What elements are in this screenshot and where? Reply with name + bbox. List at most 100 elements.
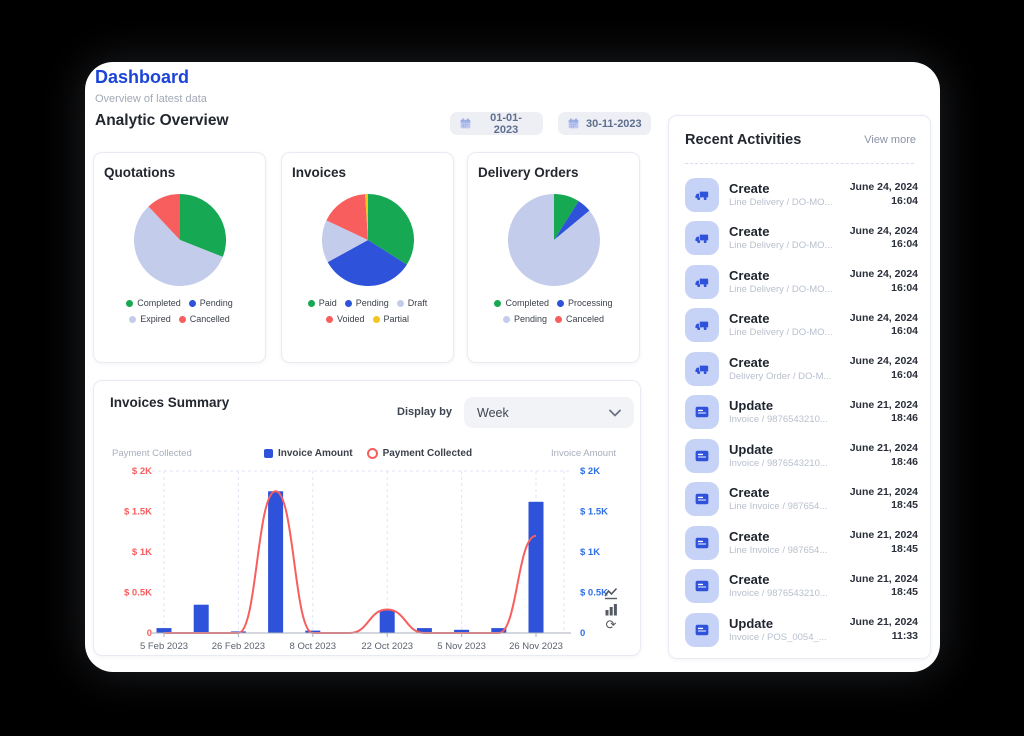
activity-timestamp: June 21, 2024 11:33 [849,616,918,642]
legend-dot [325,315,333,323]
legend-item-partial[interactable]: Partial [372,314,409,324]
activity-item[interactable]: Create Invoice / 9876543210... June 21, 20… [685,565,918,609]
activity-detail: Line Delivery / DO-MO... [729,240,833,252]
activity-action: Update [729,615,774,631]
activities-list: Create Line Delivery / DO-MO... June 24, 2… [685,173,918,652]
legend-dot [344,299,352,307]
invoices-pie-legend: Paid Pending Draft Voided Partial [292,298,443,324]
legend-item-pending[interactable]: Pending [188,298,233,308]
truck-icon-badge [685,177,719,212]
svg-text:$ 0.5K: $ 0.5K [124,588,152,599]
activity-item[interactable]: Update Invoice / 9876543210... June 21, 20… [685,391,918,435]
recent-activities-panel: Recent Activities View more Create Line D… [668,115,931,659]
svg-text:26 Feb 2023: 26 Feb 2023 [212,641,265,652]
activity-action: Create [729,485,770,501]
left-axis-name: Payment Collected [112,447,192,459]
activity-text: Create Line Invoice / 987654... [729,529,850,556]
activity-item[interactable]: Create Line Invoice / 987654... June 21, 2… [685,478,918,522]
svg-text:$ 0.5K: $ 0.5K [580,588,608,599]
svg-text:0: 0 [580,628,585,639]
calendar-icon [460,118,471,129]
activity-action: Update [729,398,774,414]
activity-item[interactable]: Create Line Delivery / DO-MO... June 24, 2… [685,173,918,217]
legend-dot [557,299,564,307]
activity-text: Create Line Delivery / DO-MO... [729,181,850,208]
activity-detail: Invoice / POS_0054_... [729,631,827,643]
activity-timestamp: June 21, 2024 18:45 [849,572,918,599]
legend-item-canceled[interactable]: Canceled [555,314,604,324]
legend-item-expired[interactable]: Expired [129,314,171,324]
legend-item-voided[interactable]: Voided [325,314,365,324]
right-axis-name: Invoice Amount [551,447,616,459]
legend-item-paid[interactable]: Paid [307,298,337,308]
analytic-overview-heading: Analytic Overview [95,112,229,129]
activity-text: Update Invoice / 9876543210... [729,398,850,426]
truck-icon [695,191,709,200]
truck-icon-badge [685,264,719,299]
date-from-picker[interactable]: 01-01-2023 [450,111,543,136]
bar-chart-toggle-icon[interactable] [604,603,618,616]
activity-item[interactable]: Update Invoice / 9876543210... June 21, 20… [685,434,918,478]
chevron-down-icon [609,409,621,416]
invoice-icon [695,407,709,418]
delivery-orders-pie-legend: Completed Processing Pending Canceled [478,298,629,324]
view-more-link[interactable]: View more [864,134,916,146]
activity-text: Update Invoice / 9876543210... [729,442,850,469]
svg-text:$ 1K: $ 1K [132,547,152,558]
legend-dot [494,299,502,307]
activity-detail: Invoice / 9876543210... [729,414,828,426]
activity-text: Create Line Delivery / DO-MO... [729,268,850,295]
calendar-icon [568,118,579,129]
invoices-summary-card: Invoices Summary Display by Week Payment… [93,380,641,656]
legend-dot [126,299,134,307]
summary-legend-payment-collected[interactable]: Payment Collected [366,447,472,459]
page-title: Dashboard [95,67,190,87]
date-to-value: 30-11-2023 [586,117,642,130]
legend-item-pending[interactable]: Pending [502,314,547,324]
invoice-icon [695,624,709,635]
delivery-orders-pie-chart [507,194,600,286]
activity-timestamp: June 21, 2024 18:46 [849,442,918,468]
activity-text: Update Invoice / POS_0054_... [729,615,850,643]
display-by-select[interactable]: Week [464,397,634,428]
legend-dot [555,315,562,323]
activity-action: Create [729,572,770,588]
svg-text:22 Oct 2023: 22 Oct 2023 [361,641,413,652]
activity-detail: Line Delivery / DO-MO... [729,283,833,295]
refresh-icon[interactable]: ⟳ [605,617,617,632]
activity-timestamp: June 24, 2024 16:04 [849,268,918,294]
legend-item-pending[interactable]: Pending [344,298,389,308]
invoice-icon-badge [685,525,719,560]
summary-legend-invoice-amount[interactable]: Invoice Amount [263,448,353,459]
date-from-value: 01-01-2023 [490,111,522,136]
delivery-orders-card: Delivery Orders Completed Processing Pendi… [467,152,640,363]
page-subtitle: Overview of latest data [95,93,207,105]
activity-detail: Line Delivery / DO-MO... [729,196,833,208]
invoice-icon [695,450,709,461]
line-chart-toggle-icon[interactable] [604,587,618,600]
legend-dot [396,299,404,307]
activity-item[interactable]: Create Line Delivery / DO-MO... June 24, 2… [685,260,918,304]
activity-item[interactable]: Create Line Delivery / DO-MO... June 24, 2… [685,217,918,261]
activity-item[interactable]: Create Delivery Order / DO-M... June 24, 2… [685,347,918,391]
activity-timestamp: June 24, 2024 16:04 [849,181,918,207]
legend-item-cancelled[interactable]: Cancelled [178,314,230,324]
svg-text:$ 2K: $ 2K [580,466,600,477]
activity-item[interactable]: Create Line Delivery / DO-MO... June 24, 2… [685,304,918,348]
activity-item[interactable]: Update Invoice / POS_0054_... June 21, 202… [685,608,918,652]
activity-action: Create [729,311,770,327]
legend-item-processing[interactable]: Processing [557,298,613,308]
legend-item-completed[interactable]: Completed [126,298,181,308]
date-to-picker[interactable]: 30-11-2023 [558,112,651,135]
svg-text:5 Feb 2023: 5 Feb 2023 [140,641,188,652]
activity-timestamp: June 24, 2024 16:04 [849,224,918,251]
legend-item-completed[interactable]: Completed [494,298,549,308]
delivery-orders-card-title: Delivery Orders [478,165,579,180]
quotations-card: Quotations Completed Pending Expired Cancel… [93,152,266,363]
activity-item[interactable]: Create Line Invoice / 987654... June 21, 2… [685,521,918,565]
invoices-summary-chart: 5 Feb 2023 26 Feb 2023 8 Oct 2023 22 Oct… [124,466,608,652]
quotations-pie-chart [133,194,226,286]
activity-text: Create Line Delivery / DO-MO... [729,311,850,338]
svg-text:$ 2K: $ 2K [132,466,152,477]
legend-item-draft[interactable]: Draft [396,298,427,308]
